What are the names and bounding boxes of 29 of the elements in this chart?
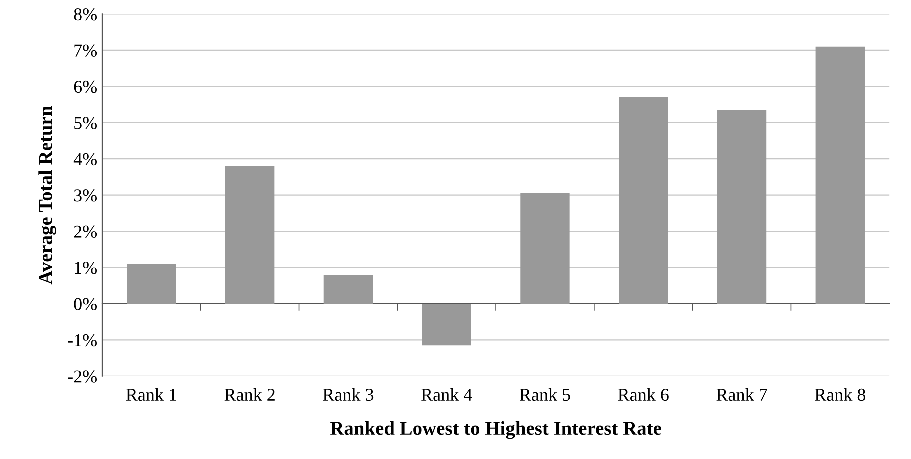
- y-tick-label: 3%: [74, 190, 98, 202]
- bar: [127, 264, 176, 304]
- x-tick-label: Rank 1: [126, 388, 176, 402]
- bar: [619, 98, 668, 304]
- y-axis-title: Average Total Return: [38, 106, 56, 285]
- y-tick-label: 0%: [74, 298, 98, 310]
- x-tick-label: Rank 5: [520, 388, 570, 402]
- bar: [717, 110, 767, 304]
- x-tick-label: Rank 3: [323, 388, 374, 402]
- x-tick-label: Rank 8: [815, 388, 866, 402]
- x-tick-label: Rank 4: [422, 388, 472, 402]
- bar: [324, 274, 374, 304]
- y-tick-label: 8%: [74, 8, 98, 21]
- y-tick-label: 5%: [74, 117, 98, 130]
- x-axis-title: Ranked Lowest to Highest Interest Rate: [330, 421, 662, 440]
- bar: [225, 166, 275, 304]
- bar: [816, 46, 865, 304]
- y-tick-label: 1%: [75, 262, 98, 274]
- bar: [520, 193, 570, 304]
- y-tick-label: -1%: [68, 334, 98, 347]
- y-tick-label: 6%: [74, 80, 98, 94]
- x-tick-label: Rank 6: [618, 388, 669, 402]
- y-tick-label: 2%: [74, 226, 98, 238]
- y-tick-label: 4%: [74, 153, 98, 166]
- bar: [422, 304, 472, 346]
- x-tick-label: Rank 7: [716, 388, 768, 402]
- y-tick-label: -2%: [68, 370, 98, 383]
- y-tick-label: 7%: [74, 44, 98, 57]
- x-tick-label: Rank 2: [224, 388, 275, 402]
